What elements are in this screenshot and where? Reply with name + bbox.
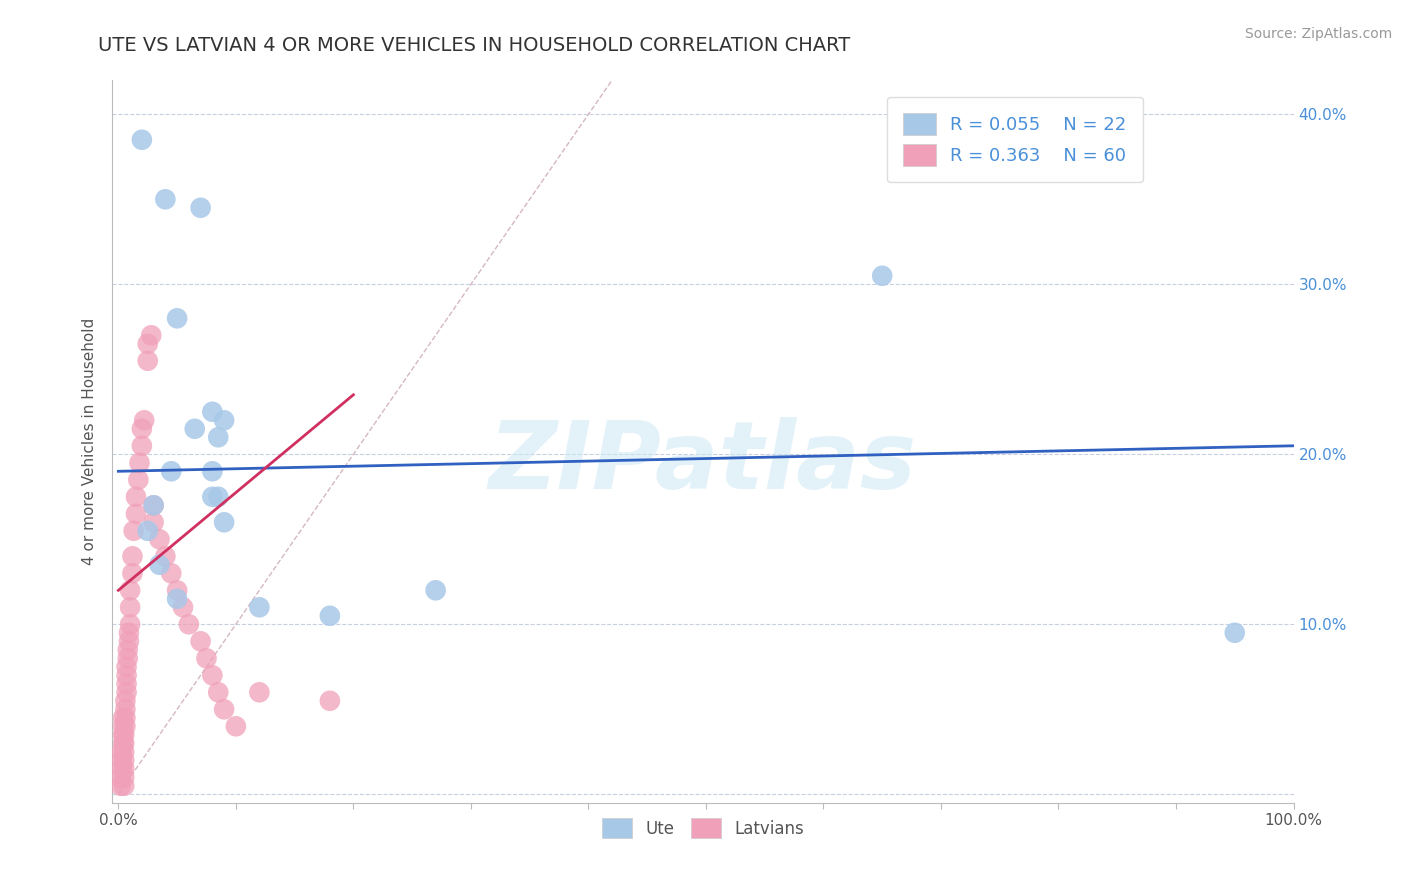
Point bbox=[125, 490, 148, 504]
Point bbox=[120, 617, 142, 632]
Point bbox=[142, 516, 165, 530]
Point bbox=[141, 328, 163, 343]
Point bbox=[121, 566, 143, 581]
Point bbox=[166, 583, 188, 598]
Text: UTE VS LATVIAN 4 OR MORE VEHICLES IN HOUSEHOLD CORRELATION CHART: UTE VS LATVIAN 4 OR MORE VEHICLES IN HOU… bbox=[98, 36, 851, 54]
Point bbox=[142, 498, 165, 512]
Point bbox=[110, 770, 132, 784]
Point bbox=[190, 634, 212, 648]
Point bbox=[319, 694, 342, 708]
Point bbox=[114, 711, 136, 725]
Point bbox=[155, 192, 177, 206]
Point bbox=[166, 311, 188, 326]
Point bbox=[201, 405, 224, 419]
Point bbox=[131, 133, 153, 147]
Point bbox=[225, 719, 247, 733]
Point bbox=[212, 516, 235, 530]
Point bbox=[118, 625, 141, 640]
Point bbox=[131, 422, 153, 436]
Point bbox=[115, 668, 138, 682]
Y-axis label: 4 or more Vehicles in Household: 4 or more Vehicles in Household bbox=[82, 318, 97, 566]
Point bbox=[184, 422, 207, 436]
Point bbox=[114, 702, 136, 716]
Point bbox=[136, 336, 159, 351]
Point bbox=[112, 736, 135, 750]
Point bbox=[160, 464, 183, 478]
Point bbox=[111, 753, 134, 767]
Point bbox=[112, 779, 135, 793]
Point bbox=[111, 745, 134, 759]
Point bbox=[172, 600, 194, 615]
Point bbox=[117, 651, 139, 665]
Point bbox=[112, 770, 135, 784]
Point bbox=[212, 413, 235, 427]
Point bbox=[120, 600, 142, 615]
Point bbox=[1223, 625, 1246, 640]
Point bbox=[201, 668, 224, 682]
Point bbox=[117, 642, 139, 657]
Point bbox=[207, 685, 229, 699]
Point bbox=[190, 201, 212, 215]
Point bbox=[127, 473, 149, 487]
Point bbox=[134, 413, 156, 427]
Point bbox=[114, 719, 136, 733]
Point bbox=[142, 498, 165, 512]
Point bbox=[207, 490, 229, 504]
Point bbox=[195, 651, 218, 665]
Point bbox=[114, 694, 136, 708]
Point bbox=[148, 558, 170, 572]
Point bbox=[177, 617, 200, 632]
Point bbox=[121, 549, 143, 564]
Point bbox=[166, 591, 188, 606]
Point bbox=[247, 600, 270, 615]
Point bbox=[122, 524, 145, 538]
Point bbox=[201, 490, 224, 504]
Point bbox=[112, 719, 135, 733]
Point bbox=[247, 685, 270, 699]
Point bbox=[111, 762, 134, 776]
Point bbox=[128, 456, 150, 470]
Point bbox=[212, 702, 235, 716]
Point bbox=[115, 685, 138, 699]
Point bbox=[110, 779, 132, 793]
Point bbox=[112, 745, 135, 759]
Point bbox=[870, 268, 893, 283]
Point bbox=[120, 583, 142, 598]
Point bbox=[112, 736, 135, 750]
Point bbox=[201, 464, 224, 478]
Legend: Ute, Latvians: Ute, Latvians bbox=[595, 812, 811, 845]
Point bbox=[118, 634, 141, 648]
Point bbox=[155, 549, 177, 564]
Point bbox=[160, 566, 183, 581]
Point bbox=[207, 430, 229, 444]
Point bbox=[112, 711, 135, 725]
Point bbox=[112, 728, 135, 742]
Point bbox=[115, 660, 138, 674]
Text: Source: ZipAtlas.com: Source: ZipAtlas.com bbox=[1244, 27, 1392, 41]
Point bbox=[425, 583, 447, 598]
Point bbox=[112, 728, 135, 742]
Point bbox=[148, 533, 170, 547]
Point bbox=[131, 439, 153, 453]
Point bbox=[112, 753, 135, 767]
Point bbox=[319, 608, 342, 623]
Point bbox=[112, 762, 135, 776]
Text: ZIPatlas: ZIPatlas bbox=[489, 417, 917, 509]
Point bbox=[125, 507, 148, 521]
Point bbox=[115, 677, 138, 691]
Point bbox=[136, 524, 159, 538]
Point bbox=[136, 353, 159, 368]
